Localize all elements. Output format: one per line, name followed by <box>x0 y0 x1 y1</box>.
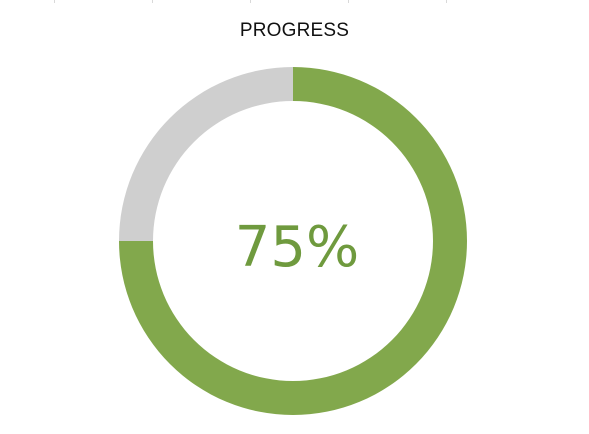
donut-slice-remaining <box>119 67 293 241</box>
top-tick <box>446 0 447 3</box>
chart-title: PROGRESS <box>239 20 350 41</box>
top-tick <box>54 0 55 3</box>
progress-value-label: 75% <box>234 215 360 280</box>
top-tick <box>152 0 153 3</box>
top-axis-rule <box>0 0 589 3</box>
top-tick <box>250 0 251 3</box>
top-tick <box>348 0 349 3</box>
